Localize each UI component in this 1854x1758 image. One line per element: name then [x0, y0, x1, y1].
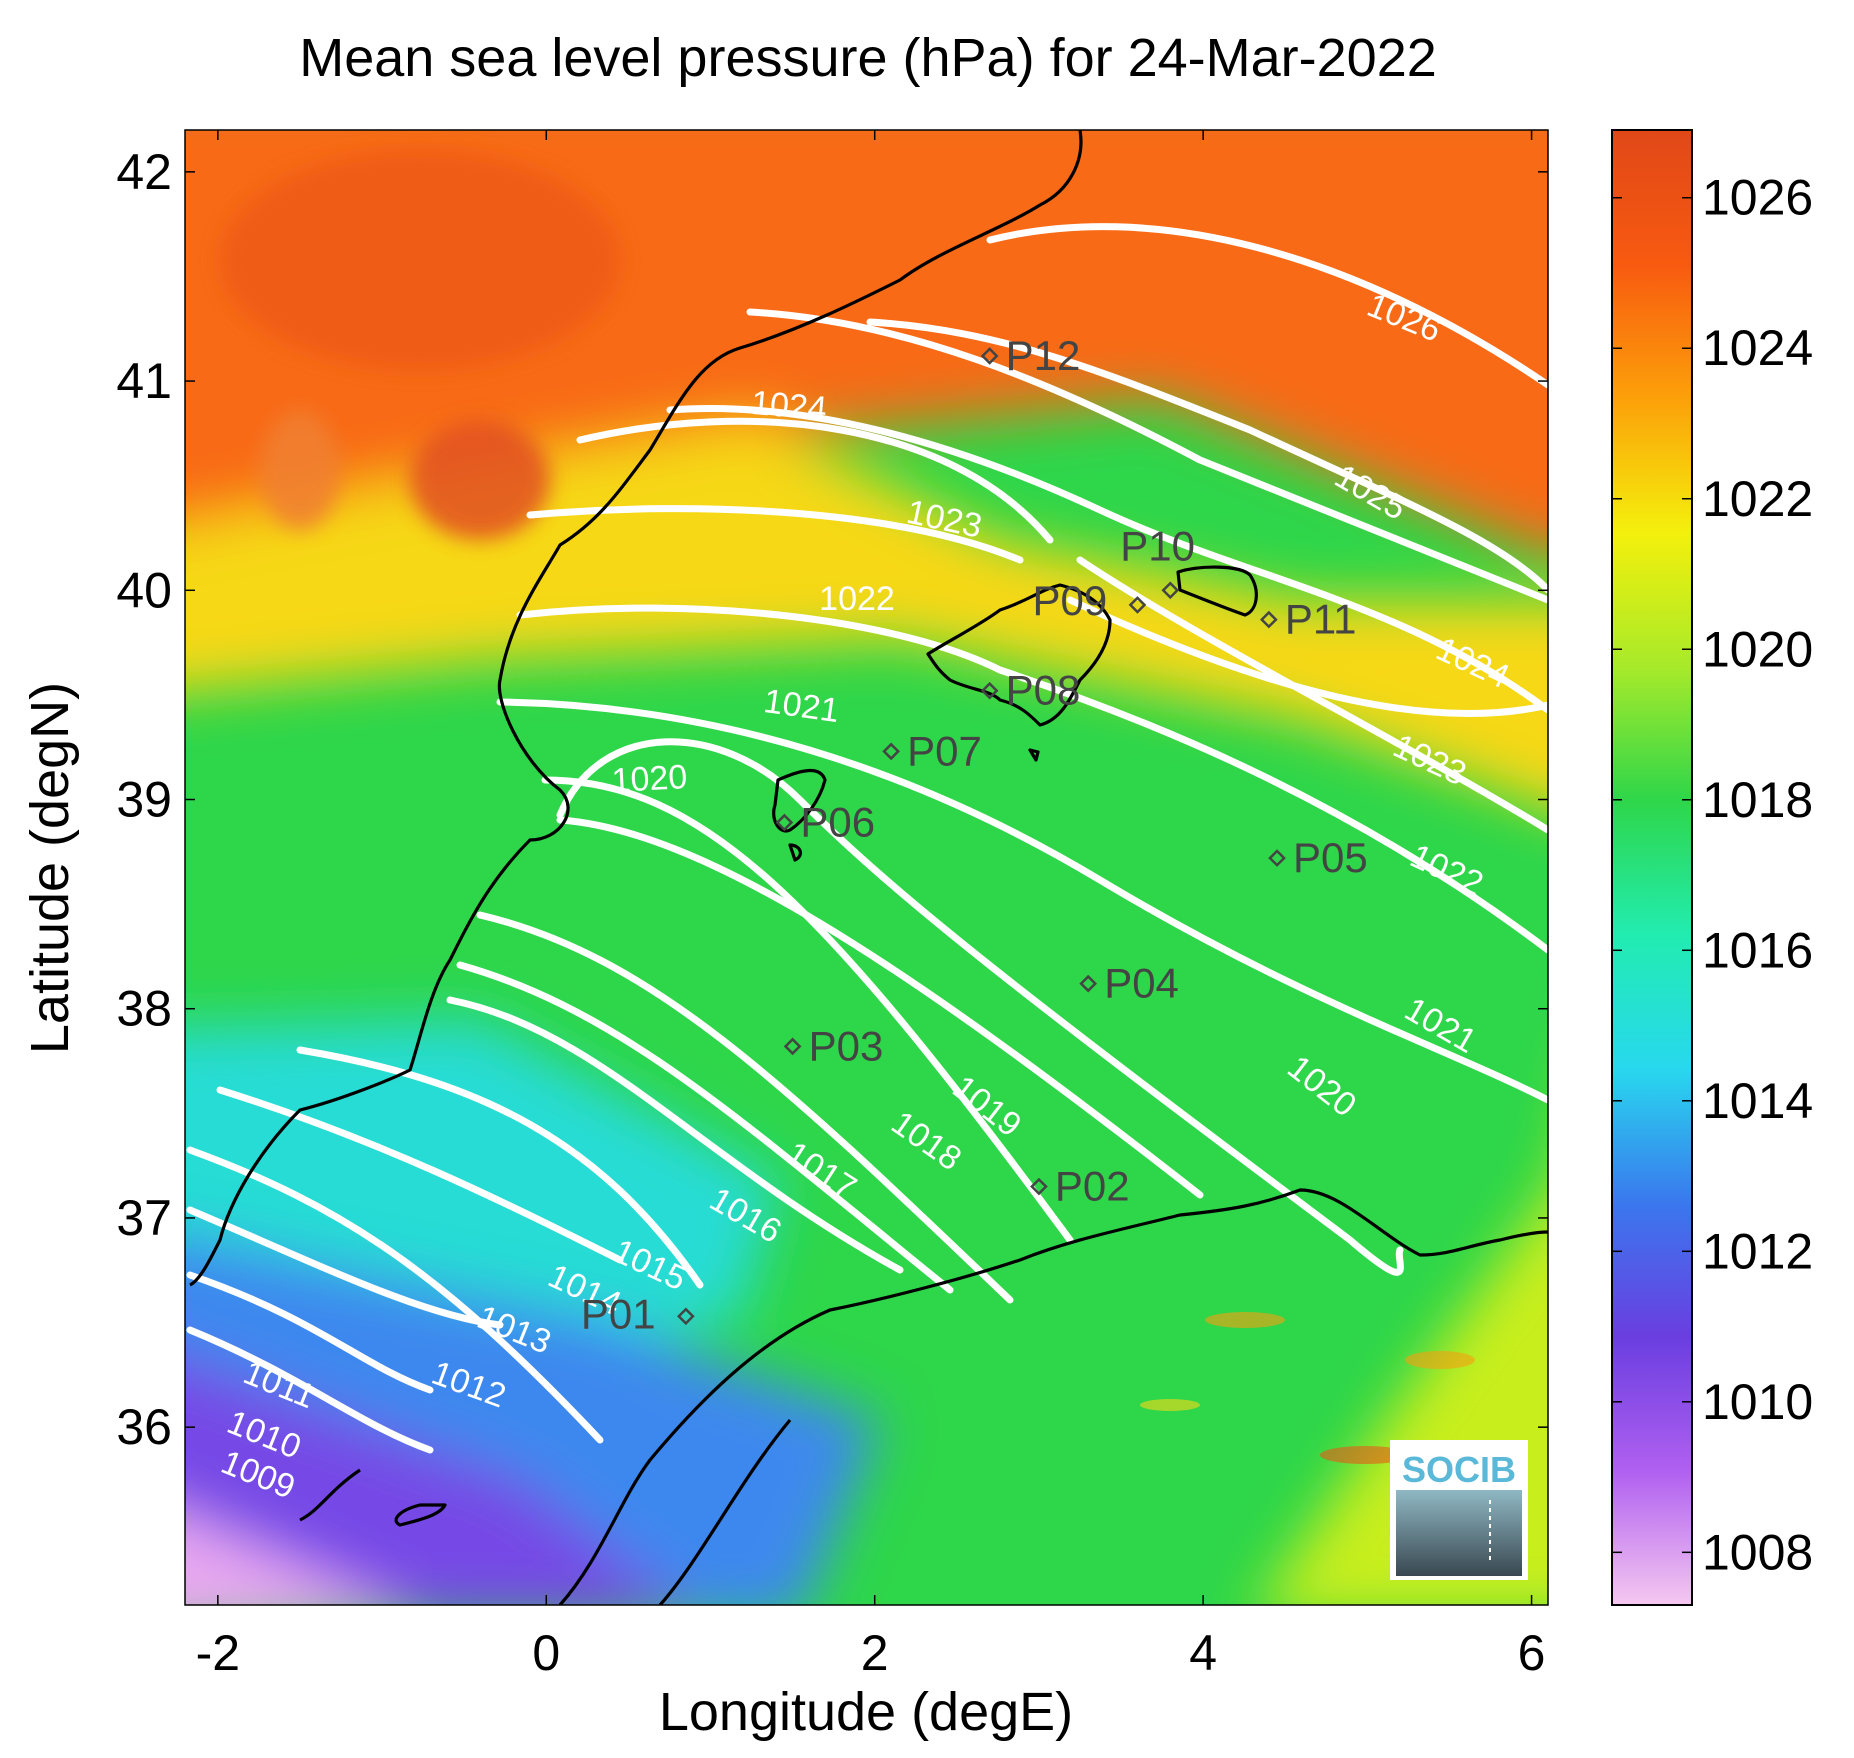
map-frame [184, 129, 1549, 1606]
station-marker [1030, 1177, 1048, 1196]
station-marker [677, 1307, 695, 1326]
x-axis-ticks: -2 0 2 4 6 [196, 130, 1546, 1681]
socib-logo-text: SOCIB [1402, 1449, 1516, 1490]
station-label: P04 [1104, 960, 1179, 1007]
station-marker [1128, 596, 1147, 614]
x-tick-label: 0 [532, 1625, 560, 1681]
station-marker [1079, 974, 1098, 993]
station-marker [882, 742, 900, 761]
colorbar-tick-label: 1012 [1702, 1223, 1813, 1279]
colorbar-tick-label: 1008 [1702, 1524, 1813, 1580]
y-tick-label: 41 [116, 353, 172, 409]
y-axis-label: Latitude (degN) [20, 682, 80, 1054]
y-tick-label: 37 [116, 1190, 172, 1246]
y-tick-label: 39 [116, 772, 172, 828]
station-label: P02 [1055, 1163, 1130, 1210]
isobar-label: 1020 [611, 758, 689, 800]
pressure-field [185, 130, 1548, 1605]
station-label: P10 [1120, 522, 1195, 569]
isobar-label: 1022 [819, 580, 895, 618]
y-tick-label: 38 [116, 981, 172, 1037]
colorbar-tick-label: 1014 [1702, 1073, 1813, 1129]
y-axis-ticks: 36 37 38 39 40 41 42 [116, 144, 1548, 1455]
station-label: P03 [809, 1022, 884, 1069]
station-marker [1161, 581, 1180, 600]
colorbar-tick-label: 1022 [1702, 471, 1813, 527]
station-label: P01 [581, 1290, 656, 1337]
station-label: P11 [1285, 596, 1357, 643]
station-marker [980, 347, 999, 365]
x-tick-label: -2 [196, 1625, 240, 1681]
colorbar-tick-label: 1016 [1702, 922, 1813, 978]
y-tick-label: 36 [116, 1399, 172, 1455]
y-tick-label: 40 [116, 562, 172, 618]
colorbar-tick-label: 1020 [1702, 621, 1813, 677]
colorbar-ticks: 1008 1010 1012 1014 1016 1018 1020 1022 1024 1026 [1612, 170, 1813, 1580]
colorbar-tick-label: 1010 [1702, 1374, 1813, 1430]
station-marker [980, 681, 999, 700]
station-marker [775, 813, 794, 832]
station-label: P09 [1032, 577, 1107, 624]
x-tick-label: 6 [1518, 1625, 1546, 1681]
station-markers: P01 P02 P03 P04 P05 P06 P07 P08 P09 P10 P11 P12 [581, 332, 1368, 1337]
coastline [189, 130, 1548, 1605]
station-label: P12 [1006, 332, 1081, 379]
colorbar-tick-label: 1024 [1702, 320, 1813, 376]
colorbar: 1008 1010 1012 1014 1016 1018 1020 1022 1024 1026 [1611, 129, 1813, 1606]
x-axis-label: Longitude (degE) [659, 1682, 1073, 1742]
x-tick-label: 4 [1189, 1625, 1217, 1681]
station-label: P06 [800, 799, 875, 846]
station-label: P08 [1006, 667, 1081, 714]
socib-logo: SOCIB [1390, 1440, 1528, 1580]
station-label: P05 [1293, 834, 1368, 881]
station-label: P07 [907, 727, 982, 774]
station-marker [1268, 849, 1286, 867]
y-tick-label: 42 [116, 144, 172, 200]
x-tick-label: 2 [861, 1625, 889, 1681]
colorbar-tick-label: 1018 [1702, 772, 1813, 828]
isobar-label: 1024 [750, 384, 829, 428]
chart-title: Mean sea level pressure (hPa) for 24-Mar… [299, 28, 1437, 88]
station-marker [1259, 610, 1278, 629]
colorbar-ramp [1611, 129, 1693, 1606]
colorbar-tick-label: 1026 [1702, 170, 1813, 226]
station-marker [783, 1037, 802, 1056]
